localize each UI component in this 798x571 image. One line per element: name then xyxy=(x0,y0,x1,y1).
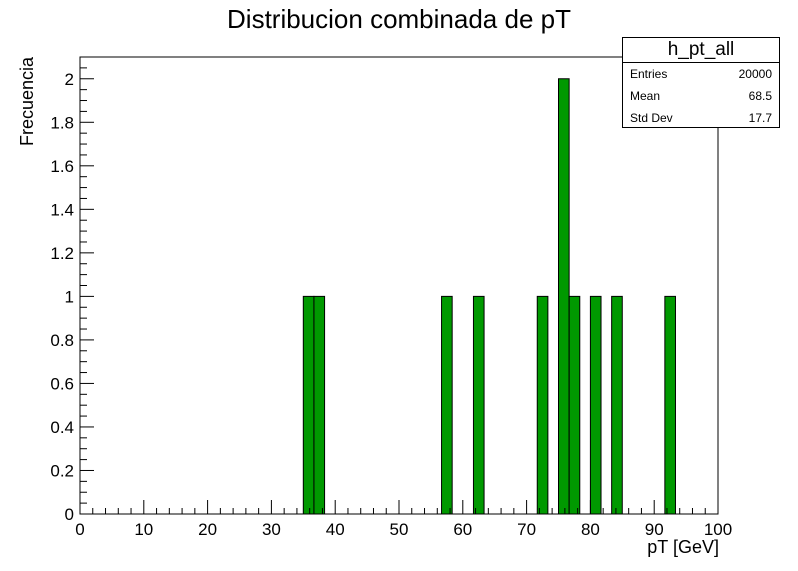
bar-0 xyxy=(302,295,315,515)
stats-std-label: Std Dev xyxy=(630,111,673,125)
chart-title: Distribucion combinada de pT xyxy=(227,4,571,34)
stats-mean-label: Mean xyxy=(630,89,661,103)
stats-row-std: Std Dev 17.7 xyxy=(623,107,779,129)
y-tick-label-3: 0.6 xyxy=(50,374,74,393)
x-tick-label-8: 80 xyxy=(581,520,600,539)
x-tick-label-6: 60 xyxy=(453,520,472,539)
bar-3 xyxy=(472,295,485,515)
x-tick-label-1: 10 xyxy=(134,520,153,539)
bars-group xyxy=(302,78,676,515)
bar-7 xyxy=(589,295,602,515)
bar-2 xyxy=(441,295,453,515)
y-tick-label-0: 0 xyxy=(65,505,74,524)
y-tick-label-6: 1.2 xyxy=(50,244,74,263)
stats-std-value: 17.7 xyxy=(748,111,772,125)
stats-row-entries: Entries 20000 xyxy=(623,63,779,85)
x-axis-label: pT [GeV] xyxy=(647,537,719,557)
y-tick-label-7: 1.4 xyxy=(50,200,74,219)
y-tick-label-1: 0.2 xyxy=(50,461,74,480)
x-tick-label-2: 20 xyxy=(198,520,217,539)
x-tick-label-4: 40 xyxy=(326,520,345,539)
plot-frame xyxy=(79,56,719,515)
x-tick-label-7: 70 xyxy=(517,520,536,539)
x-tick-label-0: 0 xyxy=(75,520,84,539)
y-tick-label-9: 1.8 xyxy=(50,113,74,132)
bar-8 xyxy=(611,295,623,515)
bar-6 xyxy=(568,295,581,515)
x-tick-label-9: 90 xyxy=(645,520,664,539)
bar-9 xyxy=(664,295,676,515)
stats-mean-value: 68.5 xyxy=(748,89,772,103)
stats-box: h_pt_all Entries 20000 Mean 68.5 Std Dev… xyxy=(622,37,780,128)
y-axis-label: Frecuencia xyxy=(17,56,37,146)
y-tick-label-10: 2 xyxy=(65,70,74,89)
bar-5 xyxy=(558,78,570,515)
stats-box-title: h_pt_all xyxy=(623,38,779,63)
y-tick-label-2: 0.4 xyxy=(50,418,74,437)
y-tick-label-4: 0.8 xyxy=(50,331,74,350)
stats-entries-label: Entries xyxy=(630,67,668,81)
x-tick-label-5: 50 xyxy=(390,520,409,539)
y-tick-label-5: 1 xyxy=(65,287,74,306)
stats-entries-value: 20000 xyxy=(738,67,772,81)
x-tick-label-10: 100 xyxy=(704,520,732,539)
x-tick-label-3: 30 xyxy=(262,520,281,539)
axes-group: 0 10 20 30 40 50 60 70 80 90 100 0 0.2 0.4 0.6 0.8 1 1.2 1… xyxy=(50,56,732,539)
bar-4 xyxy=(536,295,549,515)
bar-1 xyxy=(313,295,326,515)
stats-row-mean: Mean 68.5 xyxy=(623,85,779,107)
y-tick-label-8: 1.6 xyxy=(50,157,74,176)
